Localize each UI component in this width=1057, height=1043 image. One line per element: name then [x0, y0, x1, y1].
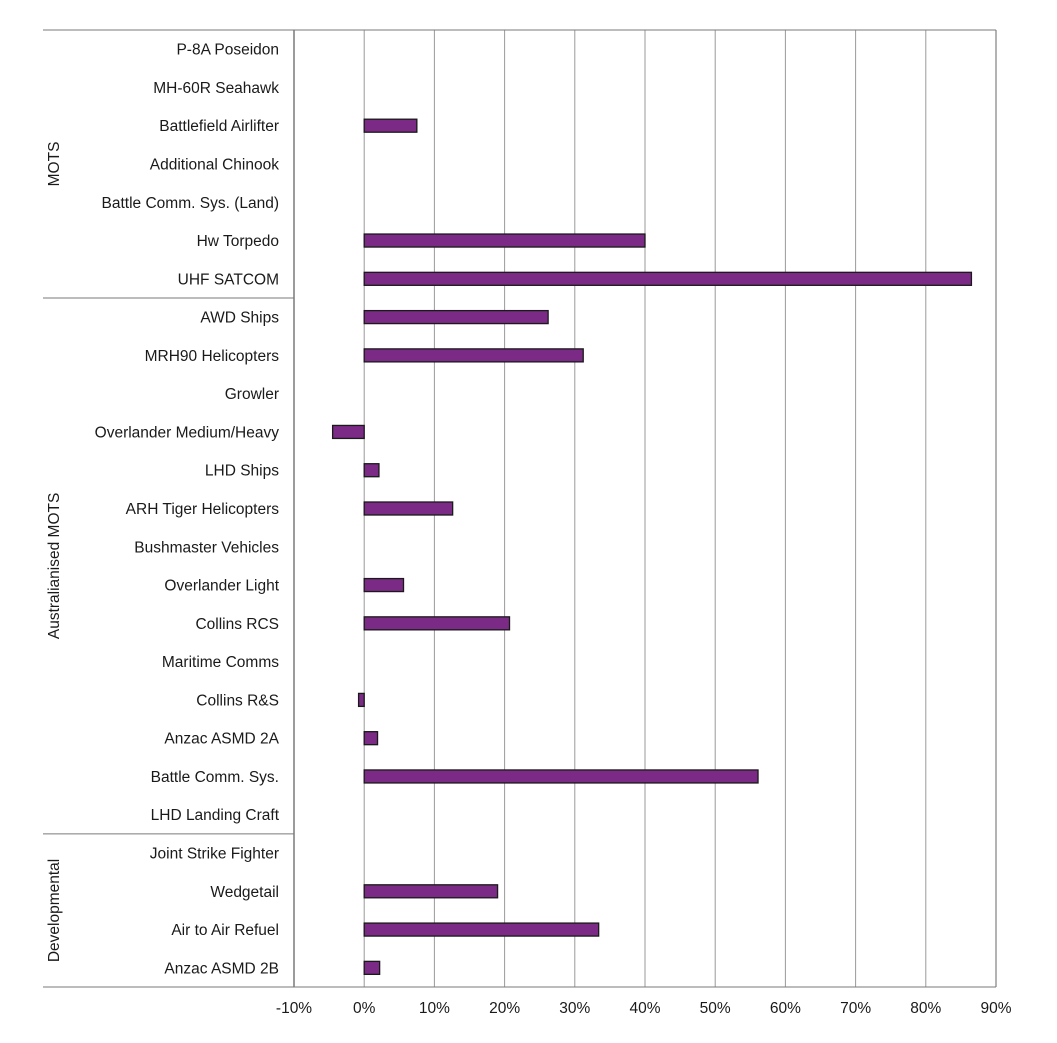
- bar: [363, 463, 380, 478]
- x-tick-label: 60%: [770, 1000, 801, 1017]
- category-label: P-8A Poseidon: [176, 42, 279, 59]
- bar: [331, 424, 365, 440]
- bars: [331, 118, 973, 976]
- bar: [363, 616, 511, 631]
- category-label: Battlefield Airlifter: [159, 118, 279, 135]
- bar: [363, 309, 549, 325]
- bar: [363, 922, 600, 937]
- x-tick-label: 30%: [559, 1000, 590, 1017]
- category-label: Collins R&S: [196, 692, 279, 709]
- category-label: Anzac ASMD 2A: [164, 731, 279, 748]
- x-tick-label: 20%: [489, 1000, 520, 1017]
- category-label: Bushmaster Vehicles: [134, 539, 279, 556]
- category-label: MH-60R Seahawk: [153, 80, 279, 97]
- x-tick-label: 40%: [629, 1000, 660, 1017]
- bar: [363, 577, 405, 593]
- category-label: Battle Comm. Sys.: [151, 769, 279, 786]
- category-label: Anzac ASMD 2B: [164, 960, 279, 977]
- bar: [363, 769, 759, 784]
- group-labels: MOTS Australianised MOTS Developmental: [46, 142, 63, 963]
- category-label: Wedgetail: [210, 884, 279, 901]
- category-label: Joint Strike Fighter: [150, 846, 279, 863]
- category-label: UHF SATCOM: [178, 271, 279, 288]
- group-label: MOTS: [46, 142, 63, 187]
- category-label: LHD Ships: [205, 463, 279, 480]
- bar: [363, 884, 499, 899]
- bar: [357, 692, 365, 708]
- bar: [363, 233, 646, 248]
- x-tick-label: 50%: [700, 1000, 731, 1017]
- x-tick-label: 10%: [419, 1000, 450, 1017]
- x-tick-label: -10%: [276, 1000, 312, 1017]
- category-label: Hw Torpedo: [197, 233, 279, 250]
- category-label: Overlander Medium/Heavy: [95, 424, 280, 441]
- x-tick-label: 90%: [980, 1000, 1011, 1017]
- category-label: Overlander Light: [164, 578, 279, 595]
- x-tick-label: 0%: [353, 1000, 376, 1017]
- category-label: Growler: [225, 386, 279, 403]
- gridlines: [363, 30, 927, 987]
- category-label: AWD Ships: [200, 310, 279, 327]
- category-labels: P-8A Poseidon MH-60R Seahawk Battlefield A…: [95, 42, 280, 978]
- category-label: Maritime Comms: [162, 654, 279, 671]
- group-label: Developmental: [46, 859, 63, 962]
- bar: [363, 348, 584, 363]
- bar: [363, 960, 381, 976]
- category-label: Battle Comm. Sys. (Land): [102, 195, 279, 212]
- group-label: Australianised MOTS: [46, 493, 63, 639]
- x-tick-labels: -10% 0% 10% 20% 30% 40% 50% 60% 70% 80% 90%: [276, 1000, 1012, 1017]
- category-label: Collins RCS: [195, 616, 279, 633]
- category-label: LHD Landing Craft: [151, 807, 280, 824]
- category-label: Additional Chinook: [150, 156, 280, 173]
- category-label: Air to Air Refuel: [171, 922, 279, 939]
- category-label: ARH Tiger Helicopters: [126, 501, 280, 518]
- x-tick-label: 70%: [840, 1000, 871, 1017]
- plot-frame: [43, 29, 997, 988]
- bar: [363, 118, 418, 133]
- bar: [363, 731, 379, 746]
- bar: [363, 271, 973, 286]
- x-tick-label: 80%: [910, 1000, 941, 1017]
- bar: [363, 501, 454, 516]
- category-label: MRH90 Helicopters: [145, 348, 280, 365]
